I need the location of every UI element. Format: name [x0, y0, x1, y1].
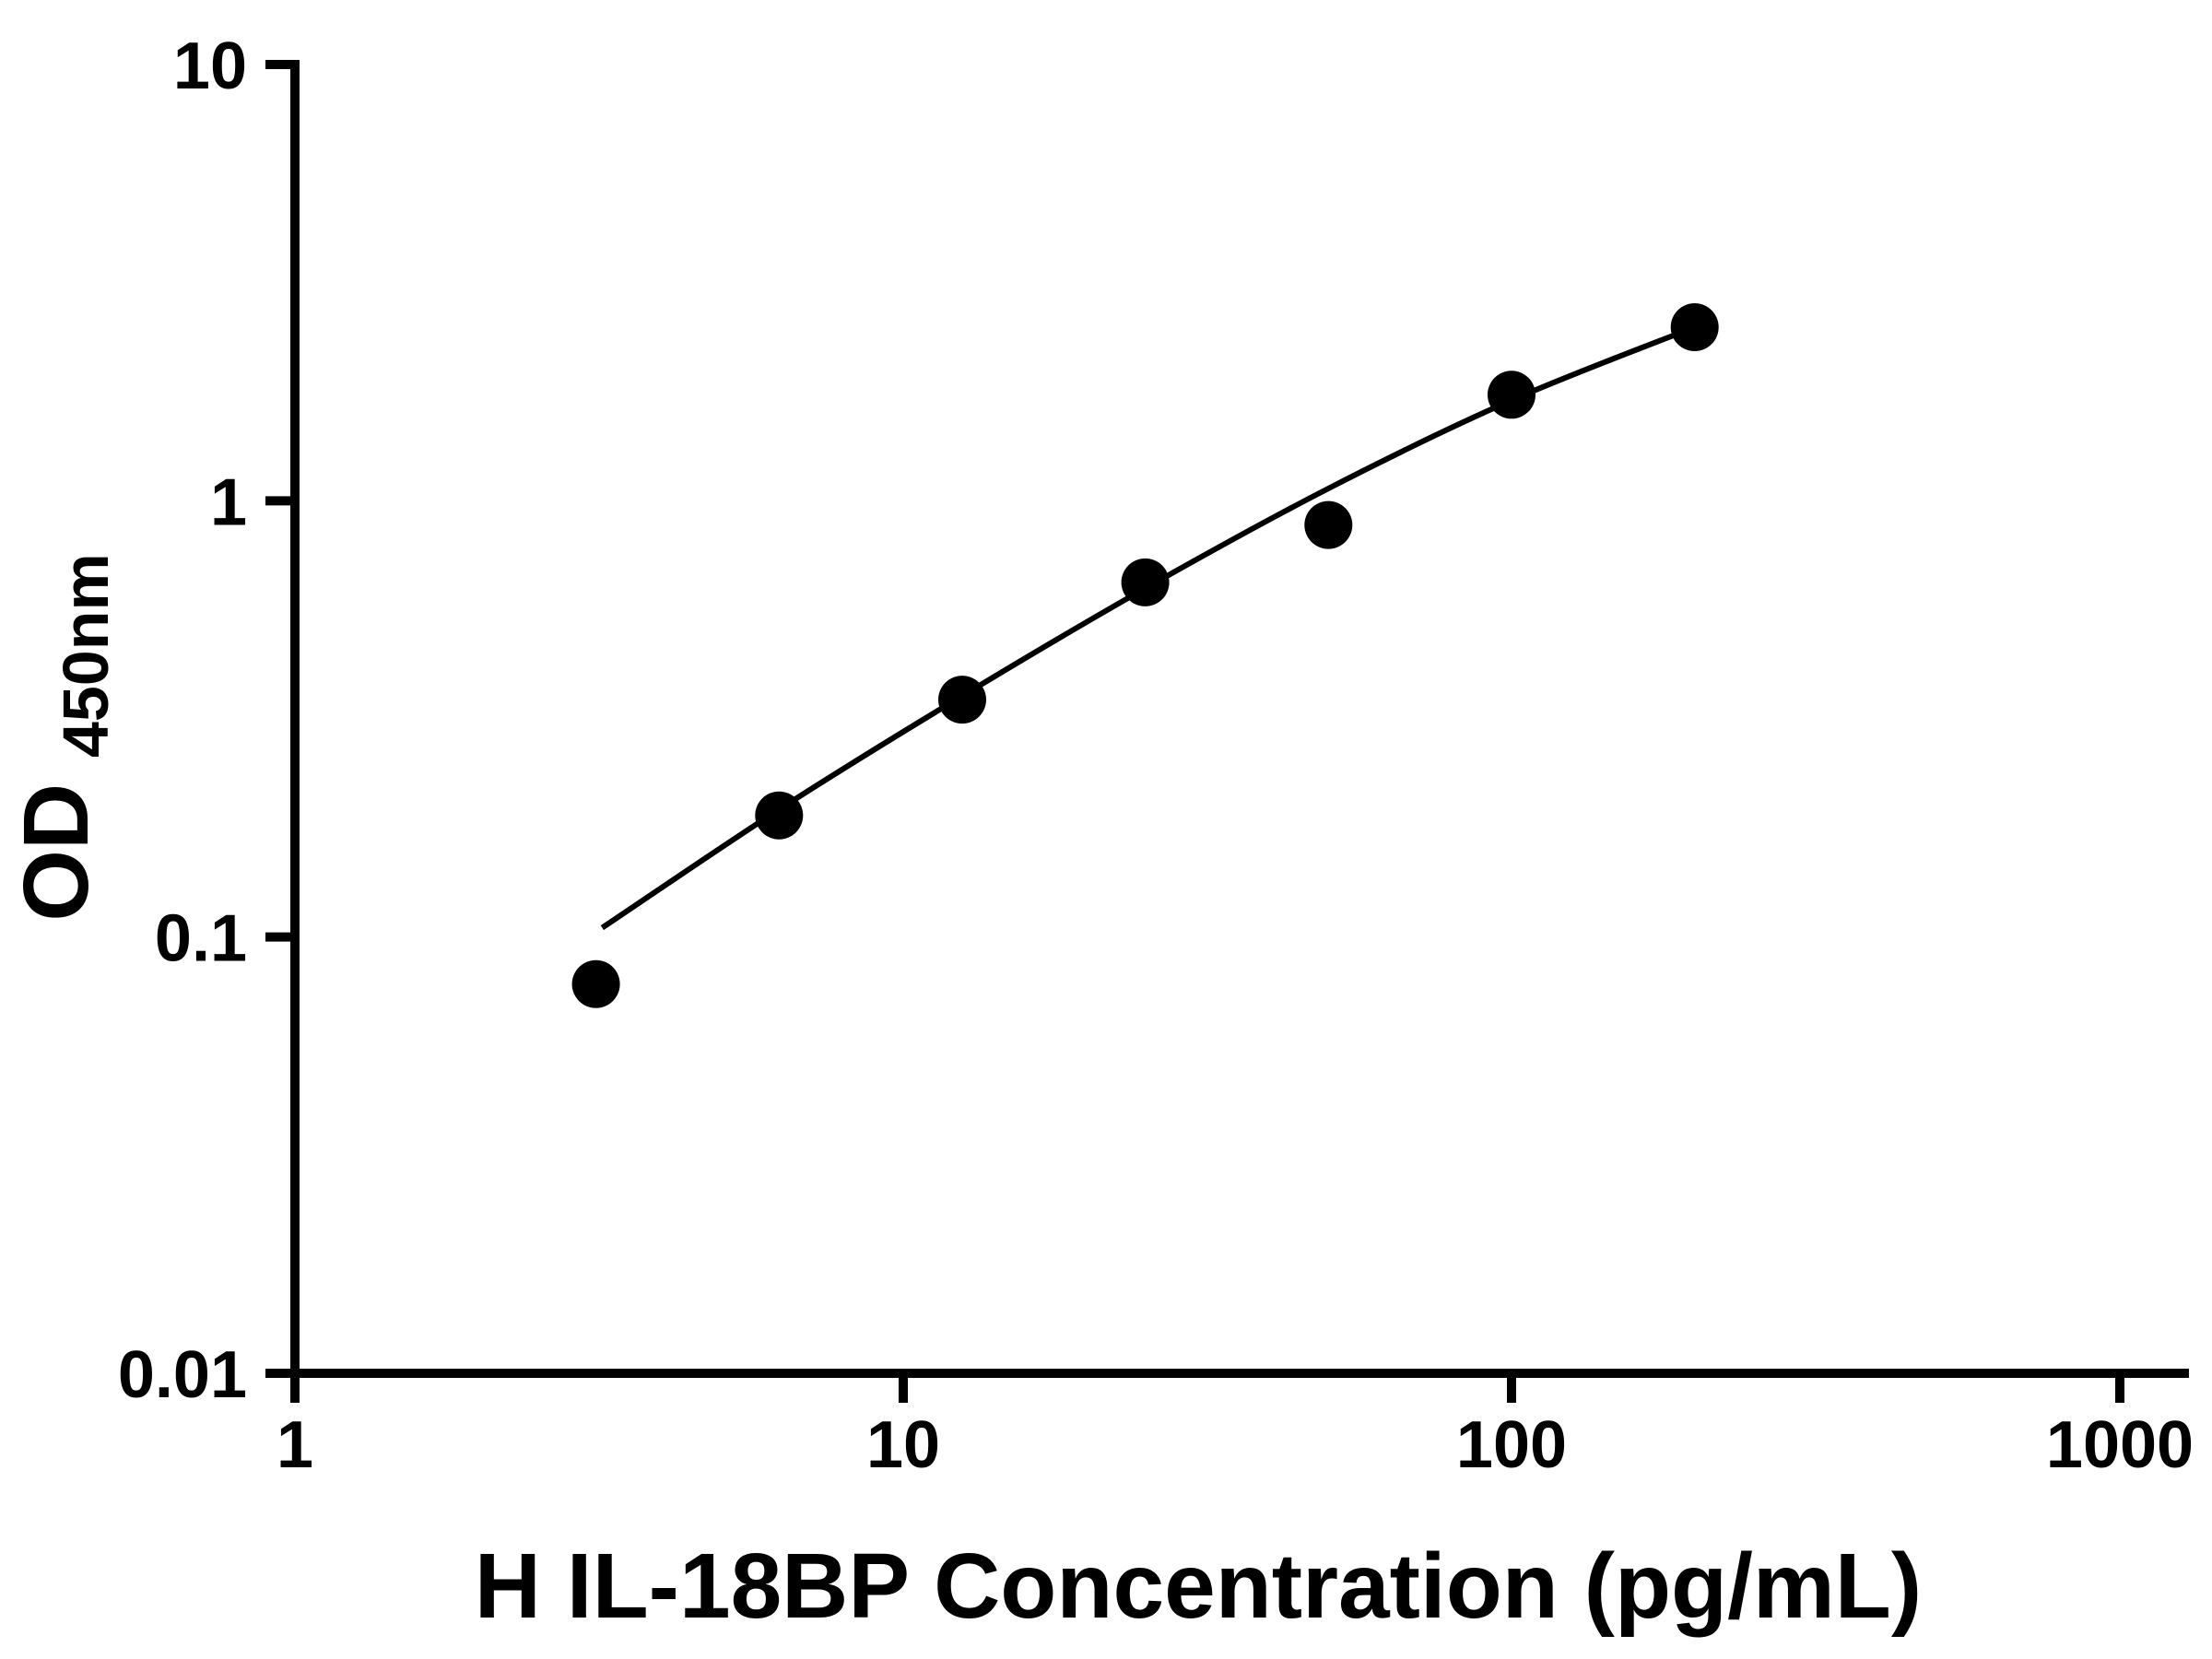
data-point	[1670, 303, 1719, 351]
fit-curve-line	[600, 324, 1696, 931]
data-point	[1488, 371, 1535, 419]
data-points	[571, 303, 1719, 1008]
y-tick-label: 0.01	[118, 1338, 247, 1412]
y-axis-title-main: OD	[5, 783, 108, 922]
x-tick-label: 100	[1456, 1408, 1567, 1482]
y-tick-label: 10	[173, 29, 247, 103]
data-point	[1121, 558, 1170, 606]
x-axis-ticks: 1 10 100 1000	[276, 1373, 2194, 1482]
x-tick-label: 10	[866, 1408, 940, 1482]
x-tick-label: 1000	[2046, 1408, 2194, 1482]
y-axis-ticks: 0.01 0.1 1 10	[118, 29, 295, 1412]
y-axis-title-subscript: 450nm	[50, 553, 122, 758]
y-axis-title: OD 450nm	[5, 553, 122, 922]
data-point	[1304, 500, 1353, 549]
data-point	[571, 959, 620, 1008]
x-axis-title: H IL-18BP Concentration (pg/mL)	[475, 1535, 1922, 1638]
y-tick-label: 1	[210, 465, 247, 539]
x-tick-label: 1	[276, 1408, 313, 1482]
data-point	[755, 791, 804, 840]
y-tick-label: 0.1	[155, 902, 247, 976]
plot-area: 1 10 100 1000 0.01 0.1 1 10 H IL-18BP Concentr…	[5, 29, 2194, 1638]
data-point	[938, 676, 986, 724]
